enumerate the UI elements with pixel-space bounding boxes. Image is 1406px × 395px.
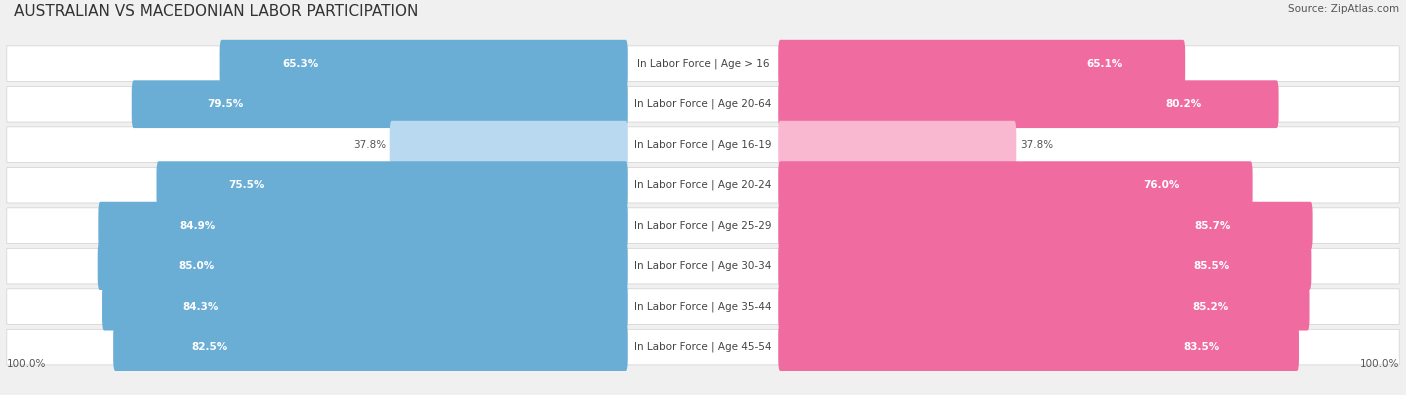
FancyBboxPatch shape (98, 202, 627, 250)
Text: 82.5%: 82.5% (191, 342, 228, 352)
Text: In Labor Force | Age 16-19: In Labor Force | Age 16-19 (634, 139, 772, 150)
FancyBboxPatch shape (156, 161, 627, 209)
Text: In Labor Force | Age 35-44: In Labor Force | Age 35-44 (634, 301, 772, 312)
Text: In Labor Force | Age 25-29: In Labor Force | Age 25-29 (634, 220, 772, 231)
Text: 79.5%: 79.5% (208, 99, 243, 109)
Text: 84.3%: 84.3% (183, 302, 219, 312)
FancyBboxPatch shape (779, 80, 1278, 128)
FancyBboxPatch shape (7, 167, 1399, 203)
Text: Source: ZipAtlas.com: Source: ZipAtlas.com (1288, 4, 1399, 14)
FancyBboxPatch shape (389, 121, 627, 169)
Text: 65.1%: 65.1% (1087, 59, 1122, 69)
Text: 85.5%: 85.5% (1194, 261, 1230, 271)
FancyBboxPatch shape (779, 121, 1017, 169)
FancyBboxPatch shape (7, 46, 1399, 81)
Text: In Labor Force | Age 30-34: In Labor Force | Age 30-34 (634, 261, 772, 271)
FancyBboxPatch shape (7, 87, 1399, 122)
FancyBboxPatch shape (7, 289, 1399, 324)
Text: 80.2%: 80.2% (1166, 99, 1202, 109)
FancyBboxPatch shape (7, 248, 1399, 284)
Text: 76.0%: 76.0% (1143, 180, 1180, 190)
FancyBboxPatch shape (97, 242, 627, 290)
Text: 65.3%: 65.3% (283, 59, 319, 69)
Text: 85.2%: 85.2% (1192, 302, 1229, 312)
Text: 84.9%: 84.9% (179, 221, 215, 231)
Text: In Labor Force | Age 45-54: In Labor Force | Age 45-54 (634, 342, 772, 352)
Text: In Labor Force | Age 20-64: In Labor Force | Age 20-64 (634, 99, 772, 109)
Text: 85.7%: 85.7% (1195, 221, 1232, 231)
FancyBboxPatch shape (779, 161, 1253, 209)
Text: In Labor Force | Age 20-24: In Labor Force | Age 20-24 (634, 180, 772, 190)
Text: 75.5%: 75.5% (229, 180, 266, 190)
FancyBboxPatch shape (103, 283, 627, 331)
FancyBboxPatch shape (779, 242, 1312, 290)
FancyBboxPatch shape (7, 208, 1399, 243)
FancyBboxPatch shape (219, 40, 627, 88)
FancyBboxPatch shape (779, 40, 1185, 88)
FancyBboxPatch shape (779, 283, 1309, 331)
FancyBboxPatch shape (779, 202, 1313, 250)
Text: 37.8%: 37.8% (1019, 140, 1053, 150)
Text: 83.5%: 83.5% (1184, 342, 1219, 352)
FancyBboxPatch shape (7, 329, 1399, 365)
Text: 37.8%: 37.8% (353, 140, 387, 150)
FancyBboxPatch shape (132, 80, 627, 128)
Text: 85.0%: 85.0% (179, 261, 215, 271)
FancyBboxPatch shape (112, 323, 627, 371)
Text: In Labor Force | Age > 16: In Labor Force | Age > 16 (637, 58, 769, 69)
Text: AUSTRALIAN VS MACEDONIAN LABOR PARTICIPATION: AUSTRALIAN VS MACEDONIAN LABOR PARTICIPA… (14, 4, 419, 19)
Text: 100.0%: 100.0% (1360, 359, 1399, 369)
FancyBboxPatch shape (7, 127, 1399, 162)
FancyBboxPatch shape (779, 323, 1299, 371)
Text: 100.0%: 100.0% (7, 359, 46, 369)
